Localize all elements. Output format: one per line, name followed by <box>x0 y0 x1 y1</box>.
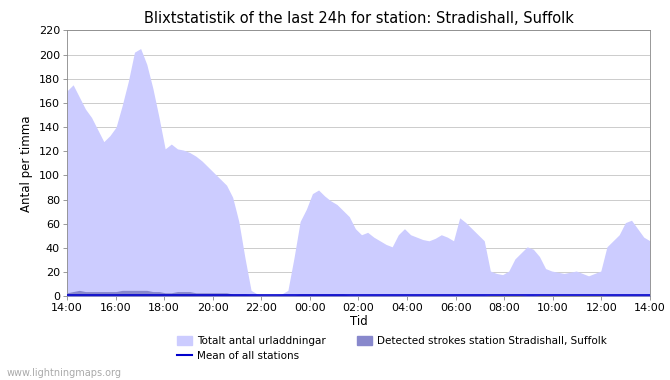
X-axis label: Tid: Tid <box>350 315 367 328</box>
Text: www.lightningmaps.org: www.lightningmaps.org <box>7 368 122 378</box>
Legend: Totalt antal urladdningar, Mean of all stations, Detected strokes station Stradi: Totalt antal urladdningar, Mean of all s… <box>177 336 606 361</box>
Title: Blixtstatistik of the last 24h for station: Stradishall, Suffolk: Blixtstatistik of the last 24h for stati… <box>143 11 574 27</box>
Y-axis label: Antal per timma: Antal per timma <box>20 115 34 212</box>
